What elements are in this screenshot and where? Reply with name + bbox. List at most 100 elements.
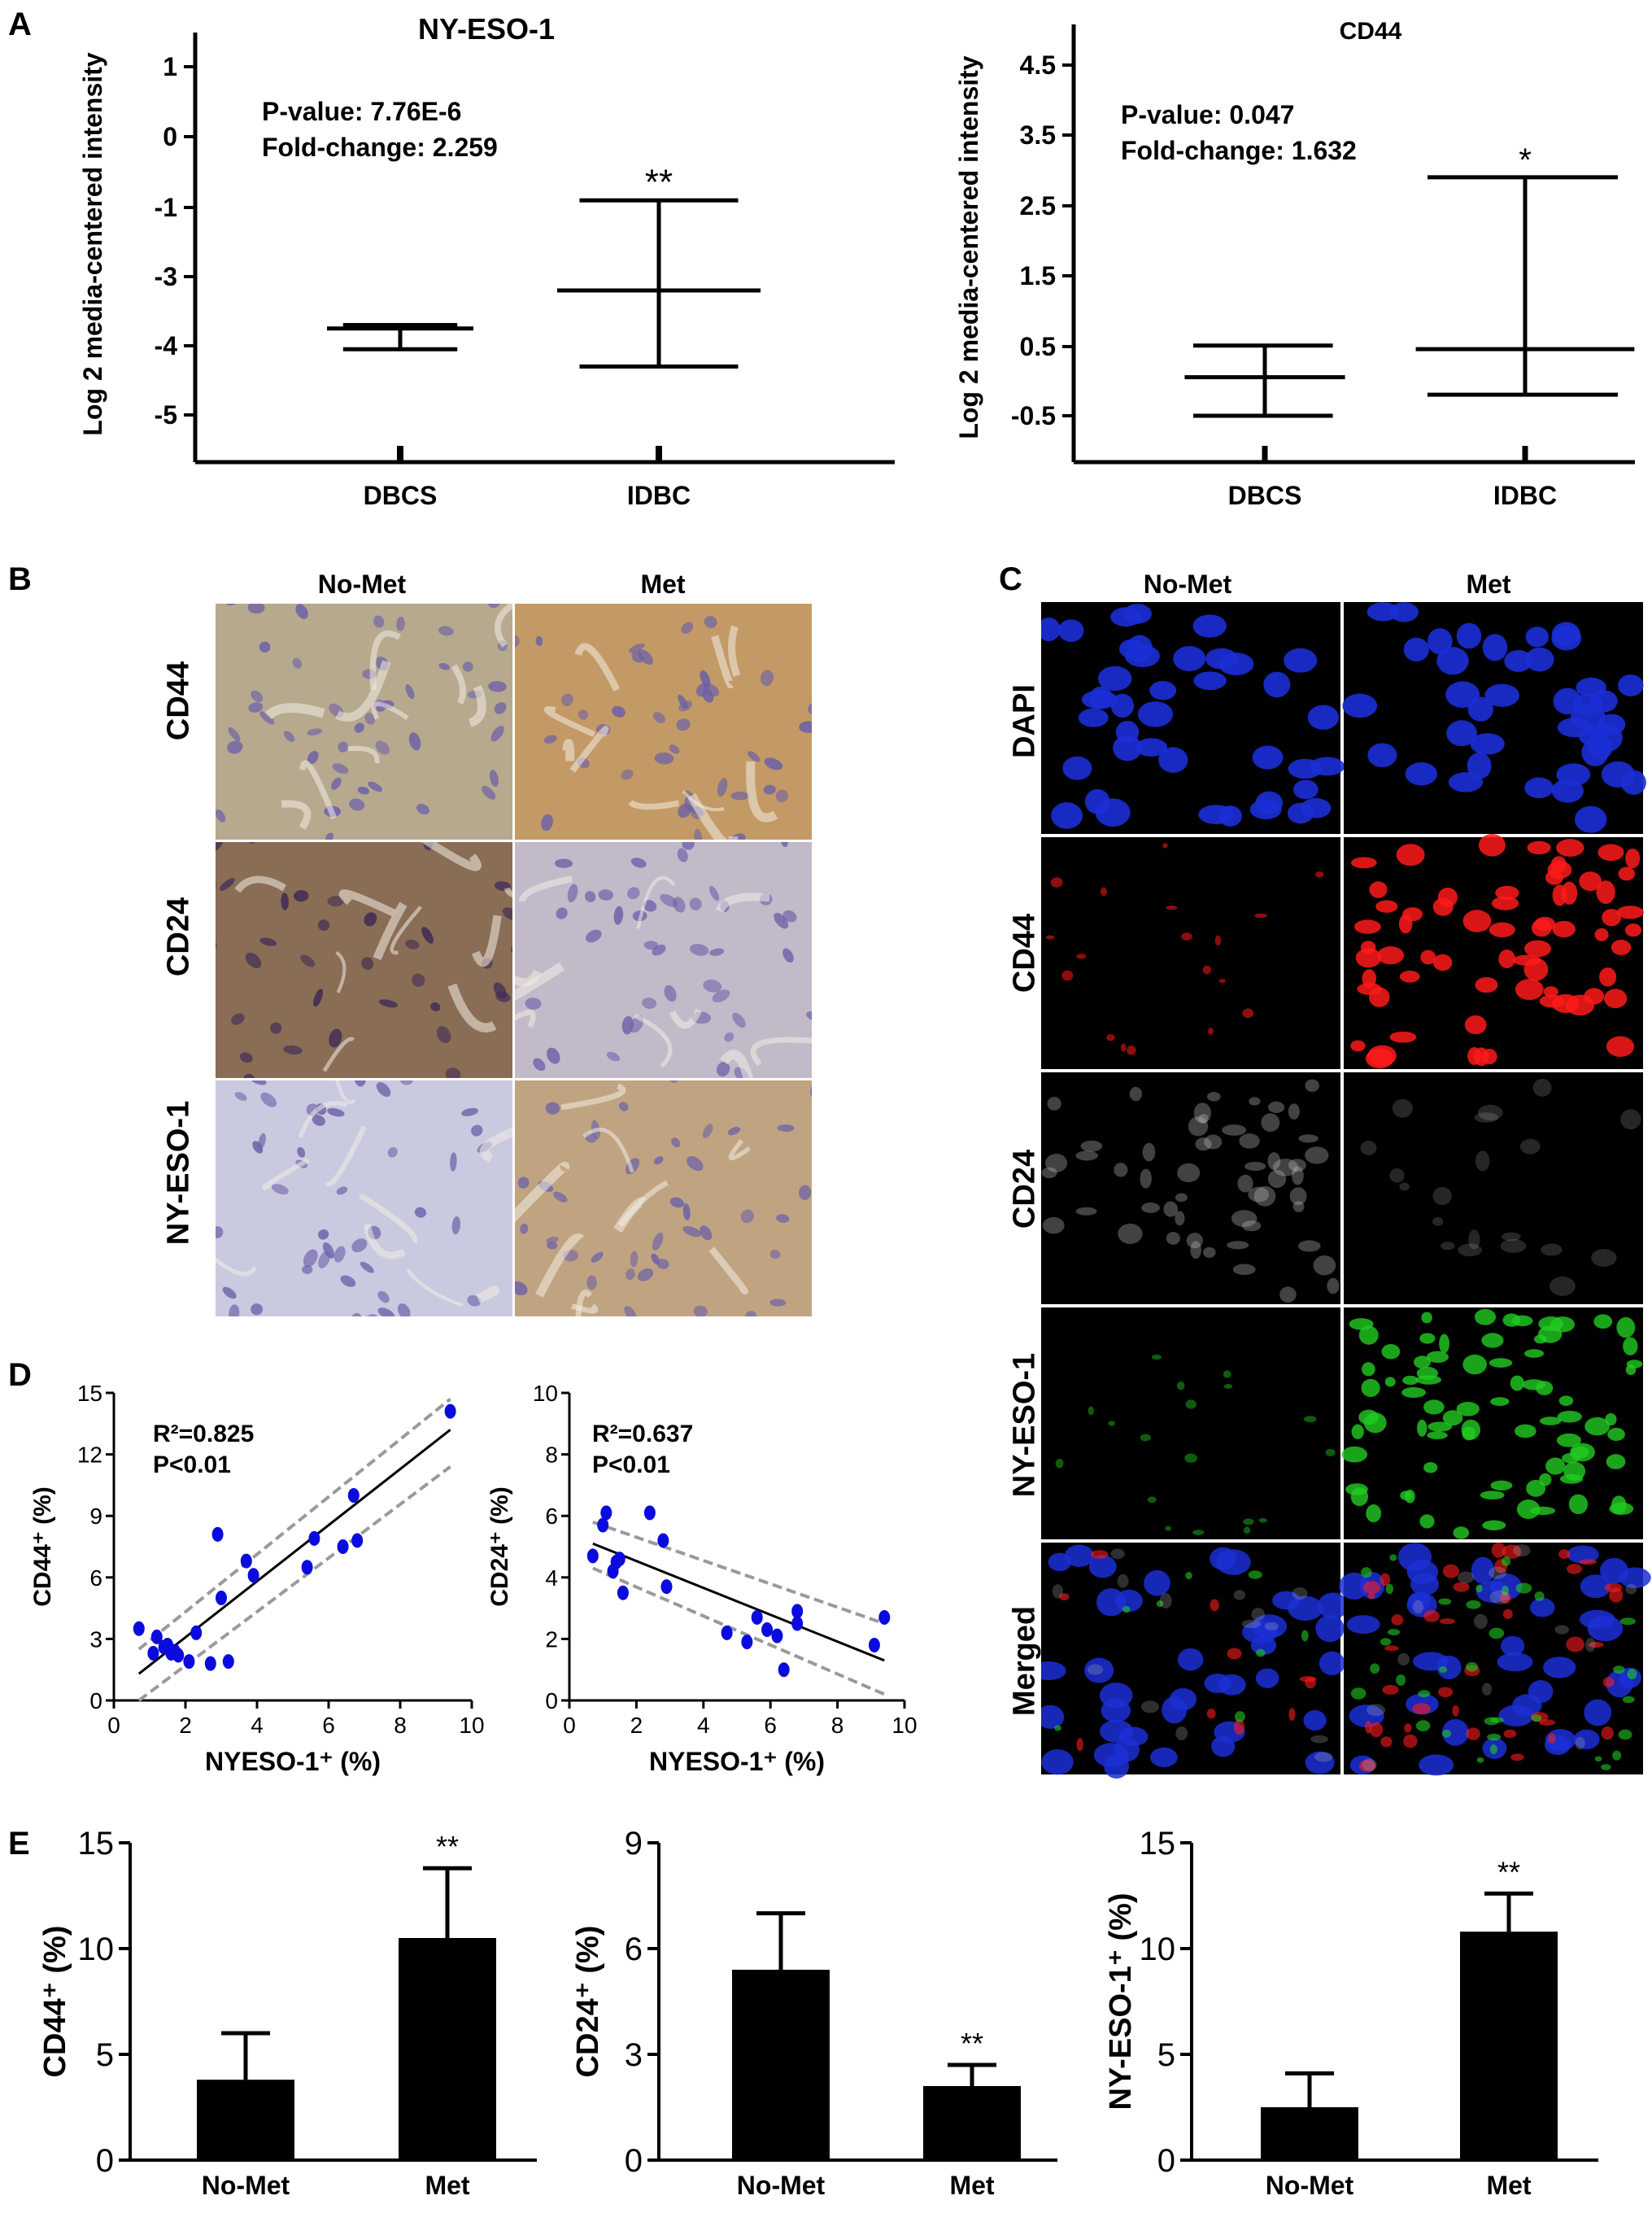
nyeso-signal	[1419, 1514, 1435, 1529]
y-axis-label: Log 2 media-centered intensity	[78, 52, 107, 435]
nyeso-signal	[1462, 1354, 1487, 1375]
cell-nucleus	[546, 1236, 559, 1244]
cd44-signal	[1565, 994, 1595, 1016]
stroma-fiber	[613, 1197, 647, 1233]
data-point	[301, 1560, 313, 1575]
nyeso-signal	[1466, 1600, 1481, 1609]
nyeso-signal	[1622, 1696, 1635, 1704]
cell-nucleus	[676, 718, 691, 731]
nucleus-blob	[1448, 772, 1484, 792]
cell-nucleus	[307, 728, 323, 735]
nucleus-blob	[1255, 1668, 1279, 1688]
cell-nucleus	[515, 1281, 528, 1296]
cd44-signal	[1474, 1047, 1489, 1067]
cell-nucleus	[490, 770, 499, 788]
cell-nucleus	[682, 1203, 691, 1221]
cell-nucleus	[248, 702, 264, 713]
stroma-fiber	[281, 800, 312, 830]
cd44-signal	[1045, 935, 1055, 940]
nucleus-blob	[1113, 735, 1143, 762]
cd24-signal	[1489, 1590, 1510, 1604]
cell-nucleus	[700, 670, 711, 688]
cd44-signal	[1462, 910, 1492, 932]
cell-nucleus	[378, 999, 399, 1008]
stroma-fiber	[234, 875, 287, 893]
cd44-signal	[1380, 1573, 1391, 1587]
cd44-signal	[1579, 871, 1602, 892]
y-tick-label: 5	[96, 2037, 114, 2073]
annotation-foldchange: Fold-change: 1.632	[1121, 136, 1357, 165]
ihc-image-cd24-met	[515, 842, 812, 1078]
cd24-signal	[1620, 1109, 1641, 1130]
cell-nucleus	[502, 907, 512, 920]
cell-nucleus	[637, 649, 654, 665]
nyeso-signal	[1501, 1586, 1510, 1595]
cell-nucleus	[628, 643, 645, 653]
cd24-signal	[1519, 1138, 1541, 1155]
cell-nucleus	[405, 684, 415, 700]
cd24-signal	[1292, 1201, 1305, 1213]
annotation-pvalue: P-value: 0.047	[1121, 100, 1294, 129]
ci-upper-line	[592, 1520, 885, 1626]
cd24-signal	[1468, 1229, 1480, 1250]
cd24-signal	[1360, 1141, 1377, 1155]
data-point	[150, 1629, 163, 1644]
cd24-signal	[1591, 1248, 1617, 1267]
cd24-signal	[1541, 1243, 1563, 1256]
cd24-signal	[1206, 1092, 1221, 1102]
x-tick-label: 8	[831, 1713, 844, 1738]
ihc-image-cd44-met	[515, 604, 812, 840]
y-tick-label: 8	[545, 1443, 558, 1468]
data-point	[247, 1568, 259, 1583]
cell-nucleus	[702, 1124, 713, 1138]
cell-nucleus	[777, 1124, 795, 1133]
cd24-signal	[1075, 1150, 1098, 1161]
cd44-signal	[1464, 1015, 1487, 1035]
nyeso-signal	[1223, 1383, 1233, 1389]
cell-nucleus	[682, 1226, 702, 1237]
cell-nucleus	[681, 622, 694, 635]
cd24-signal	[1231, 1210, 1258, 1228]
panel-c-col-header-met: Met	[1466, 570, 1511, 599]
cd44-signal	[1552, 884, 1567, 906]
cd44-signal	[1491, 896, 1519, 910]
cd44-signal	[1202, 965, 1211, 975]
nyeso-signal	[1442, 1410, 1463, 1426]
bar	[732, 1970, 830, 2160]
cell-nucleus	[461, 1107, 479, 1117]
cell-nucleus	[618, 1102, 629, 1111]
cd24-signal	[1198, 1114, 1209, 1124]
cell-nucleus	[216, 809, 226, 823]
nucleus-blob	[1498, 1704, 1534, 1726]
cd24-signal	[1241, 1220, 1262, 1232]
x-tick-label: 4	[697, 1713, 710, 1738]
nucleus-blob	[1041, 1661, 1066, 1681]
cd44-signal	[1355, 948, 1382, 968]
stroma-fiber	[451, 664, 467, 705]
x-tick-label: 0	[107, 1713, 120, 1738]
cd24-signal	[1458, 1571, 1475, 1584]
y-axis-label: NY-ESO-1⁺ (%)	[1104, 1892, 1138, 2110]
cell-nucleus	[292, 657, 303, 669]
nyeso-signal	[1522, 1379, 1545, 1390]
nyeso-signal	[1243, 1526, 1251, 1534]
stroma-fiber	[335, 951, 347, 993]
cd24-signal	[1118, 1223, 1143, 1244]
nyeso-signal	[1088, 1406, 1094, 1416]
cell-nucleus	[533, 1058, 546, 1072]
data-point	[778, 1662, 790, 1678]
stroma-fiber	[335, 1080, 356, 1104]
cell-nucleus	[354, 722, 364, 733]
cd24-signal	[1432, 1186, 1452, 1206]
cell-nucleus	[317, 919, 330, 932]
nyeso-signal	[1466, 1662, 1479, 1672]
nyeso-signal	[1185, 1571, 1192, 1580]
cd44-signal	[1166, 906, 1178, 910]
nyeso-signal	[1389, 1554, 1397, 1561]
cell-nucleus	[677, 848, 688, 862]
stroma-fiber	[371, 701, 409, 720]
nyeso-signal	[1538, 1316, 1564, 1332]
x-axis-label: NYESO-1⁺ (%)	[205, 1747, 381, 1776]
x-tick-label: IDBC	[1493, 481, 1557, 510]
nyeso-signal	[1534, 1591, 1545, 1601]
